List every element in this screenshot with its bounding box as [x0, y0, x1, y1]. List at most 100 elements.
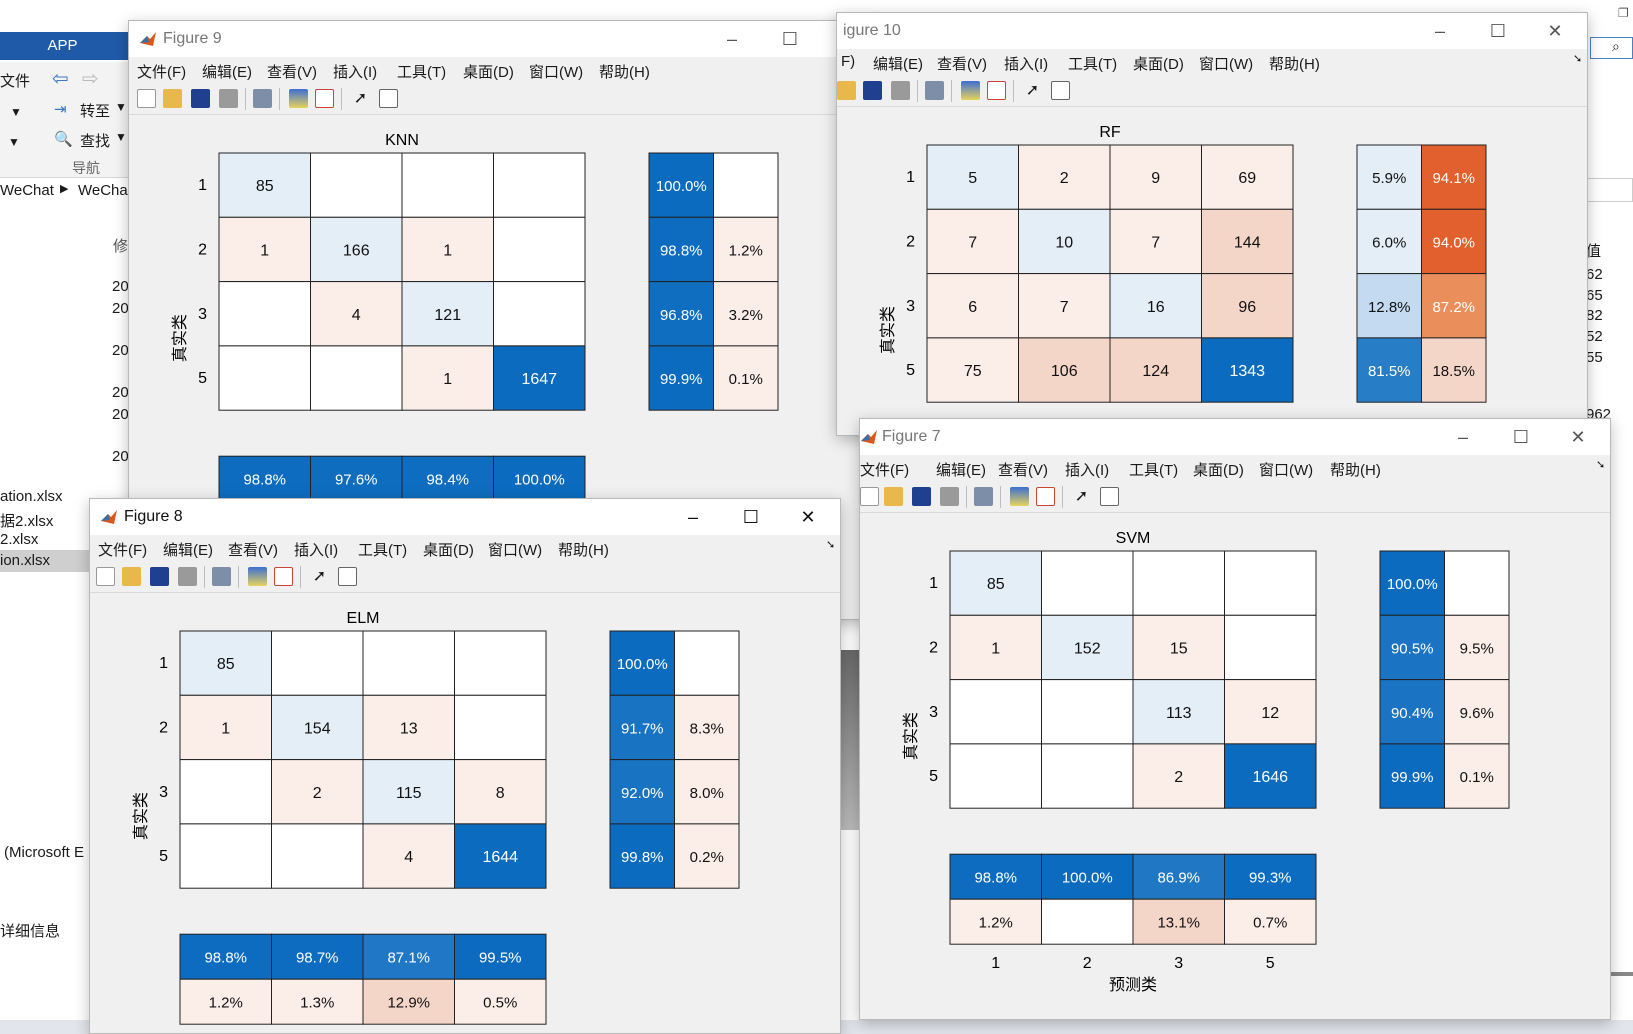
menu-desktop[interactable]: 桌面(D)	[1193, 462, 1244, 479]
minimize-button[interactable]: –	[687, 507, 698, 527]
minimize-button[interactable]: –	[1457, 427, 1468, 447]
menu-file[interactable]: 文件(F)	[860, 462, 910, 479]
file-item-selected[interactable]: ion.xlsx	[0, 552, 51, 569]
pointer-icon[interactable]: ➚	[1074, 488, 1089, 505]
menu-help[interactable]: 帮助(H)	[1330, 462, 1381, 479]
link-plot-icon[interactable]	[925, 81, 944, 100]
menu-file[interactable]: 文件(F)	[137, 64, 187, 81]
colorbar-icon[interactable]	[1010, 487, 1029, 506]
menu-desktop[interactable]: 桌面(D)	[1133, 56, 1184, 73]
menu-help[interactable]: 帮助(H)	[599, 64, 650, 81]
menu-view[interactable]: 查看(V)	[937, 56, 987, 73]
colorbar-icon[interactable]	[289, 89, 308, 108]
open-file-icon[interactable]	[884, 487, 903, 506]
maximize-button[interactable]: ☐	[1489, 21, 1507, 41]
menu-insert[interactable]: 插入(I)	[1065, 462, 1110, 479]
menu-help[interactable]: 帮助(H)	[558, 542, 609, 559]
pointer-icon[interactable]: ➚	[1025, 82, 1040, 99]
save-icon[interactable]	[191, 89, 210, 108]
menu-tools[interactable]: 工具(T)	[1068, 56, 1118, 73]
link-plot-icon[interactable]	[253, 89, 272, 108]
menu-help[interactable]: 帮助(H)	[1269, 56, 1320, 73]
menu-edit[interactable]: 编辑(E)	[163, 542, 213, 559]
link-plot-icon[interactable]	[974, 487, 993, 506]
menu-window[interactable]: 窗口(W)	[1259, 462, 1314, 479]
legend-icon[interactable]	[315, 89, 334, 108]
menu-file[interactable]: 文件(F)	[98, 542, 148, 559]
file-item[interactable]: 2.xlsx	[0, 531, 39, 548]
print-icon[interactable]	[891, 81, 910, 100]
colorbar-icon[interactable]	[248, 567, 267, 586]
maximize-button[interactable]: ☐	[742, 507, 760, 527]
title-bar[interactable]: Figure 7 – ☐ ✕	[860, 419, 1610, 455]
minimize-button[interactable]: –	[1434, 21, 1445, 41]
menu-edit[interactable]: 编辑(E)	[202, 64, 252, 81]
dock-arrow-icon[interactable]: ➘	[1596, 459, 1606, 471]
property-editor-icon[interactable]	[379, 89, 398, 108]
pointer-icon[interactable]: ➚	[312, 568, 327, 585]
goto-button[interactable]: 转至	[80, 103, 111, 120]
property-editor-icon[interactable]	[1100, 487, 1119, 506]
menu-insert[interactable]: 插入(I)	[1004, 56, 1049, 73]
print-icon[interactable]	[178, 567, 197, 586]
title-bar[interactable]: Figure 9 – ☐ ✕	[129, 21, 879, 57]
menu-view[interactable]: 查看(V)	[228, 542, 278, 559]
new-figure-icon[interactable]	[96, 567, 115, 586]
legend-icon[interactable]	[274, 567, 293, 586]
close-button[interactable]: ✕	[800, 507, 816, 527]
address-box[interactable]	[1586, 178, 1633, 202]
maximize-button[interactable]: ☐	[1512, 427, 1530, 447]
maximize-button[interactable]: ☐	[781, 29, 799, 49]
goto-dropdown-icon[interactable]: ▼	[115, 100, 127, 114]
find-dropdown-icon[interactable]: ▼	[115, 130, 127, 144]
scrollbar[interactable]	[1600, 972, 1633, 976]
menu-tools[interactable]: 工具(T)	[1129, 462, 1179, 479]
open-file-icon[interactable]	[122, 567, 141, 586]
menu-file[interactable]: F)	[841, 53, 856, 70]
dock-arrow-icon[interactable]: ➘	[826, 539, 836, 551]
ribbon-dropdown-icon-2[interactable]: ▼	[8, 135, 20, 149]
link-plot-icon[interactable]	[212, 567, 231, 586]
new-figure-icon[interactable]	[137, 89, 156, 108]
open-file-icon[interactable]	[163, 89, 182, 108]
menu-insert[interactable]: 插入(I)	[333, 64, 378, 81]
find-button[interactable]: 查找	[80, 133, 111, 150]
menu-tools[interactable]: 工具(T)	[397, 64, 447, 81]
property-editor-icon[interactable]	[1051, 81, 1070, 100]
save-icon[interactable]	[912, 487, 931, 506]
column-header-modified[interactable]: 修	[113, 238, 129, 255]
path-segment-2[interactable]: WeCha	[78, 182, 128, 199]
menu-window[interactable]: 窗口(W)	[1199, 56, 1254, 73]
close-button[interactable]: ✕	[1547, 21, 1563, 41]
back-arrow-icon[interactable]: ⇦	[52, 68, 69, 90]
print-icon[interactable]	[219, 89, 238, 108]
menu-edit[interactable]: 编辑(E)	[873, 56, 923, 73]
title-bar[interactable]: Figure 8 – ☐ ✕	[90, 499, 840, 535]
menu-window[interactable]: 窗口(W)	[488, 542, 543, 559]
save-icon[interactable]	[863, 81, 882, 100]
legend-icon[interactable]	[1036, 487, 1055, 506]
property-editor-icon[interactable]	[338, 567, 357, 586]
ribbon-dropdown-icon[interactable]: ▼	[10, 105, 22, 119]
search-box-icon[interactable]: ⌕	[1612, 38, 1620, 54]
open-file-icon[interactable]	[837, 81, 856, 100]
menu-tools[interactable]: 工具(T)	[358, 542, 408, 559]
new-figure-icon[interactable]	[860, 487, 879, 506]
menu-insert[interactable]: 插入(I)	[294, 542, 339, 559]
menu-view[interactable]: 查看(V)	[267, 64, 317, 81]
pointer-icon[interactable]: ➚	[353, 90, 368, 107]
path-segment[interactable]: WeChat	[0, 182, 54, 199]
restore-icon[interactable]: ❐	[1618, 6, 1629, 20]
legend-icon[interactable]	[987, 81, 1006, 100]
close-button[interactable]: ✕	[1570, 427, 1586, 447]
menu-window[interactable]: 窗口(W)	[529, 64, 584, 81]
file-item[interactable]: 据2.xlsx	[0, 513, 54, 530]
menu-desktop[interactable]: 桌面(D)	[463, 64, 514, 81]
menu-view[interactable]: 查看(V)	[998, 462, 1048, 479]
ribbon-file-label[interactable]: 文件	[0, 73, 31, 90]
dock-arrow-icon[interactable]: ➘	[1573, 53, 1583, 65]
colorbar-icon[interactable]	[961, 81, 980, 100]
menu-desktop[interactable]: 桌面(D)	[423, 542, 474, 559]
menu-edit[interactable]: 编辑(E)	[936, 462, 986, 479]
save-icon[interactable]	[150, 567, 169, 586]
